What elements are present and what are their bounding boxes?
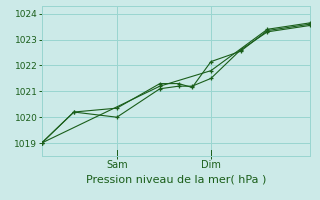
X-axis label: Pression niveau de la mer( hPa ): Pression niveau de la mer( hPa ) xyxy=(86,174,266,184)
